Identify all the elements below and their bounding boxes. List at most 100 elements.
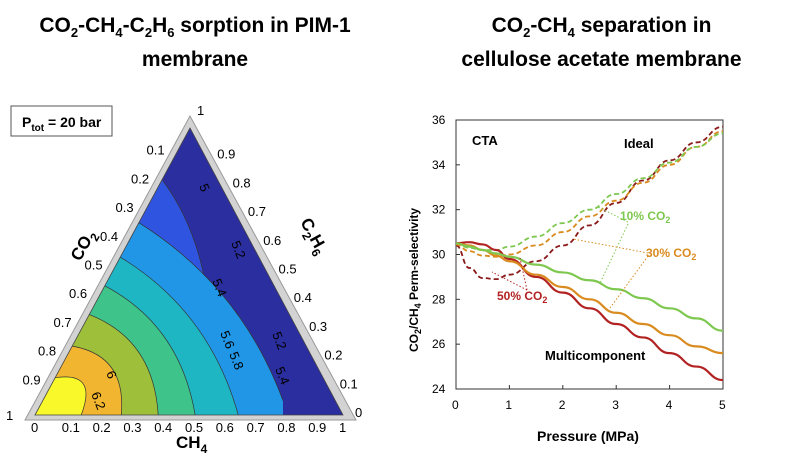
pressure-label: Ptot = 20 bar (22, 114, 102, 134)
title-sub: 6 (167, 25, 175, 41)
title-text: -CH (530, 14, 568, 37)
ch4-tick-label: 0.6 (216, 420, 234, 435)
c2h6-tick-label: 0.8 (233, 175, 251, 190)
title-text: sorption in PIM-1 (174, 14, 351, 37)
title-text: CO (491, 14, 524, 37)
series-label-10-co2: 10% CO2 (620, 209, 670, 225)
left-title-line2: membrane (141, 48, 249, 72)
annotation-leader-line (609, 255, 649, 309)
co2-tick-label: 0.9 (23, 372, 41, 387)
c2h6-tick-label: 0.7 (248, 204, 266, 219)
y-tick-label: 28 (432, 292, 446, 306)
line-chart-series (455, 125, 724, 382)
x-tick-label: 4 (666, 398, 673, 412)
contour-line (72, 345, 123, 415)
co2-tick-label: 0.2 (131, 171, 149, 186)
contour-level-label: 5.8 (226, 350, 247, 372)
cta-annotation: CTA (472, 133, 498, 148)
c2h6-tick-label: 0.9 (217, 147, 235, 162)
x-tick-label: 5 (719, 398, 726, 412)
co2-tick-label: 0.1 (147, 143, 165, 158)
corner-label-left: 1 (6, 408, 13, 423)
y-tick-label: 26 (432, 337, 446, 351)
x-tick-label: 0 (452, 398, 459, 412)
co2-tick-label: 0.4 (100, 229, 118, 244)
co2-tick-label: 0.5 (85, 258, 103, 273)
y-tick-label: 30 (432, 248, 446, 262)
ch4-tick-label: 0.4 (154, 420, 172, 435)
ch4-tick-label: 0.7 (247, 420, 265, 435)
annotation-leader-line (572, 238, 649, 254)
co2-tick-label: 0.7 (54, 315, 72, 330)
annotation-leader-line (599, 223, 629, 284)
contour-level-label: 5.4 (272, 365, 293, 387)
axis-label-ch4: CH4 (176, 433, 208, 456)
y-tick-label: 24 (432, 382, 446, 396)
title-text: -C (122, 14, 145, 37)
ideal-annotation: Ideal (624, 136, 654, 151)
co2-tick-label: 0.3 (116, 200, 134, 215)
multicomponent-line-102-co2 (455, 242, 724, 332)
right-title-line2: cellulose acetate membrane (461, 48, 742, 72)
c2h6-tick-label: 0.6 (263, 233, 281, 248)
left-chart-title: CO2-CH4-C2H6 sorption in PIM-1 membrane (0, 12, 390, 73)
ch4-tick-label: 0.1 (62, 420, 80, 435)
ch4-tick-label: 1 (339, 420, 346, 435)
contour-line (138, 222, 284, 401)
ch4-tick-label: 0.5 (185, 420, 203, 435)
annotation-leader-line (491, 271, 528, 291)
ch4-tick-label: 0.8 (277, 420, 295, 435)
left-title-line1: CO2-CH4-C2H6 sorption in PIM-1 (0, 12, 390, 46)
c2h6-tick-label: 0.1 (340, 376, 358, 391)
ideal-line-302-co2 (455, 130, 724, 258)
right-chart-title: CO2-CH4 separation in cellulose acetate … (400, 12, 803, 73)
contour-level-label: 5.2 (228, 239, 249, 261)
title-sub: 4 (567, 25, 575, 41)
contour-labels: 55.25.45.65.866.25.25.4 (88, 182, 293, 412)
c2h6-tick-label: 0.4 (294, 290, 312, 305)
pressure-box (10, 105, 113, 137)
x-tick-label: 2 (559, 398, 566, 412)
ch4-tick-label: 0.9 (308, 420, 326, 435)
title-sub: 2 (70, 25, 79, 41)
contour-level-label: 5.6 (217, 329, 238, 351)
y-axis-label: CO2/CH4 Perm-selectivity (407, 208, 423, 352)
ideal-line-502-co2 (455, 125, 724, 281)
title-sub: 2 (144, 25, 153, 41)
contour-level-label: 5.2 (269, 330, 290, 352)
ch4-tick-label: 0 (31, 420, 38, 435)
axis-label-c2h6: C2H6 (293, 215, 332, 260)
title-text: CO (39, 14, 71, 37)
right-title-line1: CO2-CH4 separation in (400, 12, 803, 46)
co2-tick-label: 0.8 (38, 344, 56, 359)
title-text: -CH (78, 14, 116, 37)
contour-line (104, 285, 196, 415)
ternary-inner-border (34, 127, 344, 416)
contour-level-label: 6.2 (88, 390, 109, 412)
x-axis-label: Pressure (MPa) (537, 428, 639, 444)
c2h6-tick-label: 0.3 (309, 319, 327, 334)
title-sub: 4 (115, 25, 123, 41)
title-sub: 2 (523, 25, 531, 41)
c2h6-tick-label: 0.2 (324, 348, 342, 363)
c2h6-tick-label: 0 (355, 405, 362, 420)
corner-label-top: 1 (197, 103, 204, 118)
multicomponent-annotation: Multicomponent (545, 348, 646, 363)
title-text: H (152, 14, 168, 37)
y-tick-label: 36 (432, 113, 446, 127)
ternary-contour-plot: Ptot = 20 bar 55.25.45.65.866.25.25.4 0.… (6, 103, 362, 456)
series-label-50-co2: 50% CO2 (497, 289, 547, 305)
c2h6-tick-label: 0.5 (279, 262, 297, 277)
contour-line (55, 376, 87, 415)
x-tick-label: 3 (612, 398, 619, 412)
ch4-tick-label: 0.3 (123, 420, 141, 435)
ch4-tick-label: 0.2 (93, 420, 111, 435)
multicomponent-line-502-co2 (455, 241, 724, 382)
contour-band (35, 376, 86, 415)
x-tick-label: 1 (505, 398, 512, 412)
annotation-leaders (491, 206, 649, 309)
y-tick-label: 34 (432, 158, 446, 172)
title-text: separation in (574, 14, 712, 37)
